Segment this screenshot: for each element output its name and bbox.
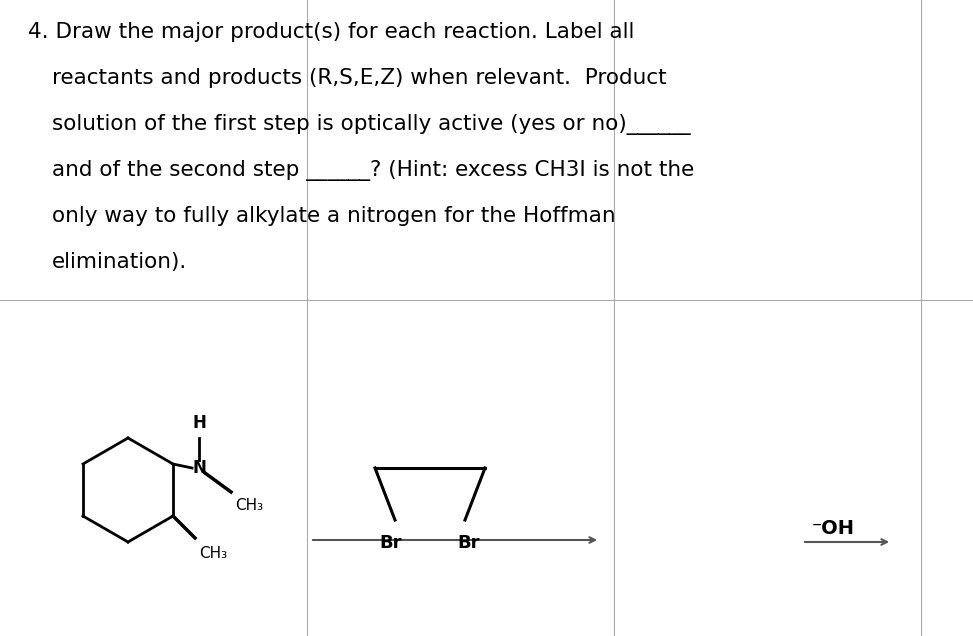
Text: solution of the first step is optically active (yes or no)______: solution of the first step is optically …	[52, 114, 691, 135]
Text: CH₃: CH₃	[199, 546, 227, 561]
Text: H: H	[192, 414, 206, 432]
Text: Br: Br	[457, 534, 481, 552]
Text: only way to fully alkylate a nitrogen for the Hoffman: only way to fully alkylate a nitrogen fo…	[52, 206, 616, 226]
Text: Br: Br	[379, 534, 402, 552]
Text: ⁻OH: ⁻OH	[812, 518, 855, 537]
Text: N: N	[192, 459, 206, 477]
Text: 4. Draw the major product(s) for each reaction. Label all: 4. Draw the major product(s) for each re…	[28, 22, 634, 42]
Text: CH₃: CH₃	[235, 498, 263, 513]
Text: elimination).: elimination).	[52, 252, 187, 272]
Text: reactants and products (R,S,E,Z) when relevant.  Product: reactants and products (R,S,E,Z) when re…	[52, 68, 667, 88]
Text: and of the second step ______? (Hint: excess CH3I is not the: and of the second step ______? (Hint: ex…	[52, 160, 695, 181]
